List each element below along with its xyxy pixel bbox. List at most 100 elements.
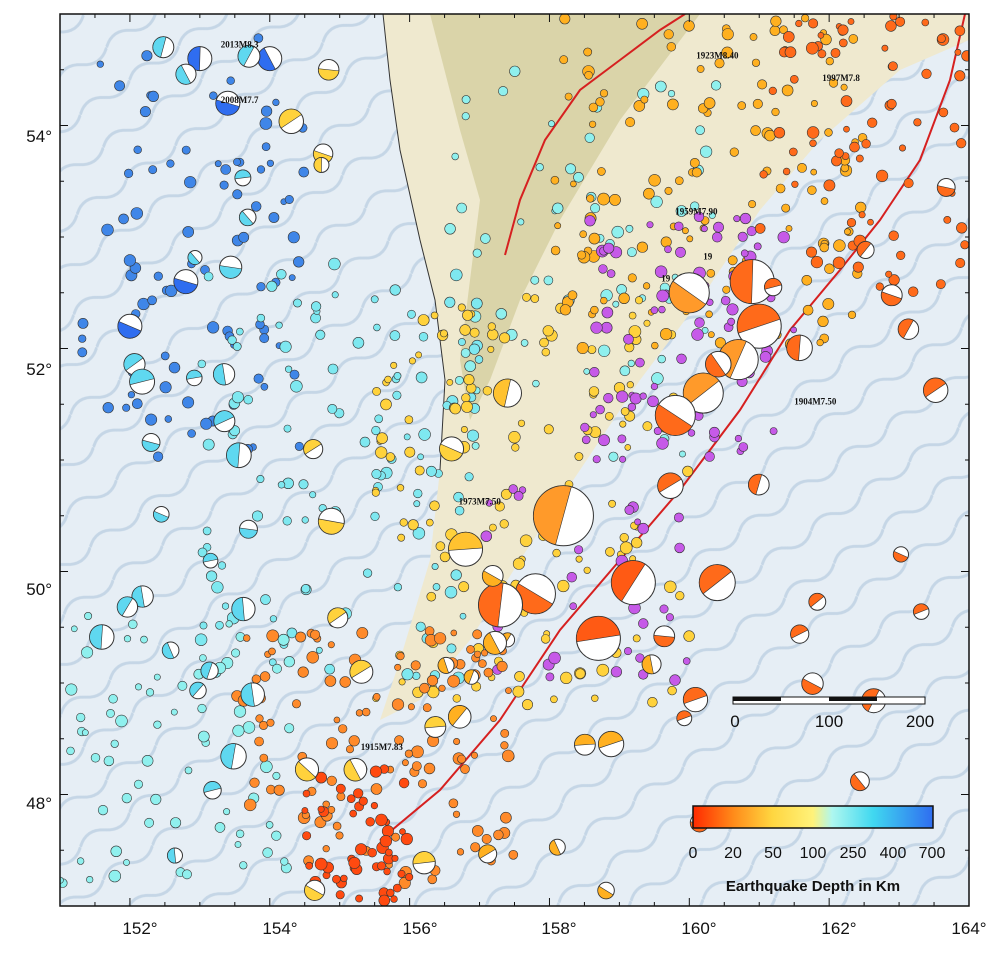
earthquake-dot — [101, 223, 114, 237]
earthquake-dot — [418, 332, 429, 342]
earthquake-dot — [153, 720, 162, 729]
earthquake-dot — [703, 97, 716, 109]
earthquake-dot — [543, 424, 554, 435]
cbar-label-400: 400 — [880, 845, 907, 862]
earthquake-dot — [595, 97, 605, 107]
earthquake-dot — [627, 247, 637, 257]
earthquake-dot — [376, 432, 388, 445]
earthquake-dot — [514, 671, 525, 682]
earthquake-dot — [469, 327, 480, 338]
earthquake-dot — [721, 46, 734, 59]
earthquake-dot — [616, 390, 629, 403]
earthquake-dot — [554, 222, 562, 230]
earthquake-dot — [623, 647, 632, 656]
earthquake-dot — [251, 674, 261, 684]
earthquake-dot — [139, 106, 151, 118]
earthquake-dot — [381, 825, 394, 838]
earthquake-dot — [837, 24, 849, 36]
earthquake-dot — [806, 126, 820, 139]
focal-mechanism-icon — [801, 672, 824, 695]
earthquake-dot — [462, 309, 474, 321]
earthquake-dot — [379, 834, 393, 848]
earthquake-dot — [665, 613, 674, 622]
earthquake-dot — [348, 856, 361, 869]
earthquake-dot — [367, 847, 377, 858]
earthquake-dot — [123, 859, 130, 866]
earthquake-dot — [844, 228, 851, 236]
earthquake-dot — [242, 721, 256, 734]
earthquake-dot — [432, 583, 441, 591]
focal-mechanism-icon — [294, 757, 320, 782]
earthquake-dot — [521, 699, 533, 711]
earthquake-dot — [584, 132, 595, 143]
earthquake-dot — [589, 411, 597, 419]
earthquake-dot — [820, 197, 829, 205]
focal-mechanism-icon — [220, 743, 247, 770]
earthquake-dot — [550, 695, 558, 704]
earthquake-dot — [219, 180, 229, 190]
earthquake-dot — [816, 339, 824, 347]
earthquake-dot — [512, 685, 525, 698]
earthquake-dot — [636, 17, 648, 30]
earthquake-dot — [574, 452, 584, 461]
earthquake-dot — [266, 718, 275, 727]
earthquake-dot — [848, 34, 859, 44]
earthquake-dot — [269, 615, 278, 623]
earthquake-dot — [400, 832, 413, 846]
earthquake-dot — [327, 363, 339, 375]
earthquake-dot — [789, 75, 799, 84]
earthquake-dot — [913, 118, 922, 127]
earthquake-dot — [374, 414, 384, 424]
earthquake-dot — [393, 583, 403, 592]
earthquake-dot — [956, 138, 967, 149]
earthquake-dot — [254, 736, 264, 747]
earthquake-dot — [733, 215, 741, 223]
earthquake-dot — [199, 621, 208, 630]
focal-mechanism-icon — [237, 44, 261, 68]
earthquake-dot — [236, 327, 244, 336]
focal-mechanism-icon — [424, 716, 447, 738]
earthquake-dot — [404, 446, 416, 458]
earthquake-dot — [500, 488, 512, 500]
earthquake-dot — [118, 213, 129, 225]
focal-mechanism-icon — [412, 851, 436, 875]
earthquake-dot — [513, 490, 524, 501]
earthquake-dot — [825, 57, 834, 66]
earthquake-dot — [232, 724, 245, 737]
earthquake-dot — [935, 279, 946, 289]
focal-mechanism-icon — [278, 108, 304, 135]
quake-label: 1973M7.50 — [459, 497, 502, 507]
earthquake-dot — [753, 242, 762, 251]
earthquake-dot — [885, 270, 893, 278]
earthquake-dot — [471, 825, 484, 837]
earthquake-dot — [315, 646, 323, 654]
earthquake-dot — [575, 555, 583, 563]
earthquake-dot — [888, 230, 899, 241]
earthquake-dot — [749, 33, 758, 41]
earthquake-dot — [659, 604, 669, 614]
earthquake-dot — [828, 78, 839, 88]
earthquake-dot — [629, 392, 642, 405]
earthquake-dot — [694, 317, 705, 328]
earthquake-dot — [434, 632, 447, 645]
earthquake-dot — [817, 31, 825, 39]
earthquake-dot — [78, 334, 87, 343]
earthquake-dot — [108, 694, 118, 704]
earthquake-dot — [386, 888, 395, 898]
earthquake-dot — [889, 14, 898, 21]
earthquake-dot — [446, 378, 454, 386]
earthquake-dot — [153, 451, 164, 462]
earthquake-dot — [130, 207, 144, 220]
earthquake-dot — [206, 570, 218, 582]
earthquake-dot — [315, 329, 326, 340]
earthquake-dot — [956, 222, 968, 234]
earthquake-dot — [164, 415, 173, 423]
earthquake-dot — [425, 465, 437, 477]
earthquake-dot — [781, 203, 791, 213]
earthquake-dot — [410, 660, 421, 671]
earthquake-dot — [458, 581, 470, 593]
earthquake-dot — [317, 805, 325, 813]
focal-mechanism-icon — [705, 350, 732, 378]
earthquake-dot — [960, 240, 969, 250]
